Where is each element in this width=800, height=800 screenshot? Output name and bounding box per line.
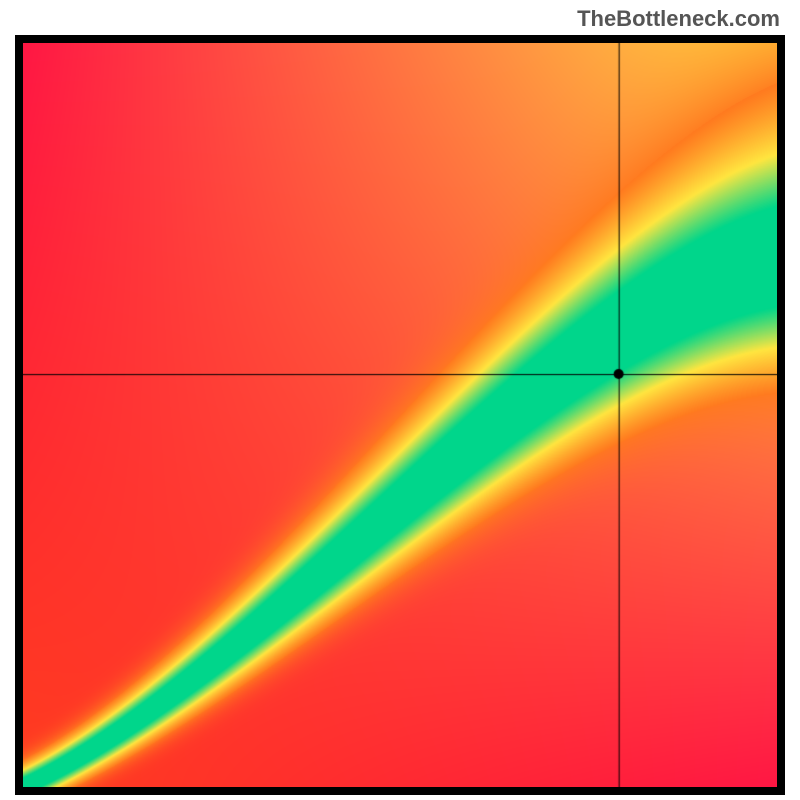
heatmap-canvas <box>23 43 777 787</box>
watermark-text: TheBottleneck.com <box>577 6 780 32</box>
chart-frame <box>15 35 785 795</box>
